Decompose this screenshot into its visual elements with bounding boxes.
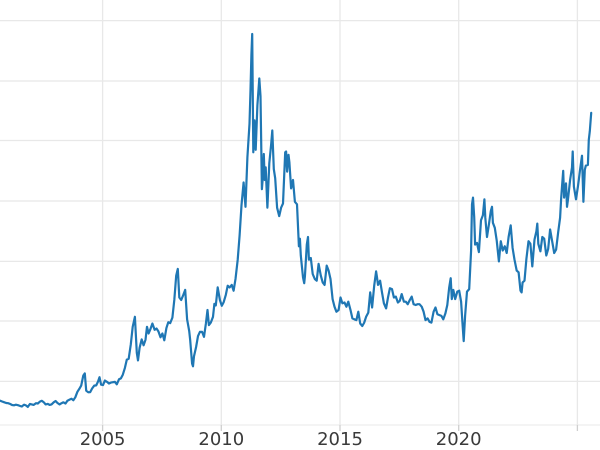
x-axis-tick-label: 2010	[198, 429, 244, 450]
x-axis-tick-label: 2005	[80, 429, 126, 450]
x-axis-tick-label: 2020	[436, 429, 482, 450]
x-axis-tick-marks	[101, 425, 579, 431]
horizontal-gridlines	[0, 19, 600, 383]
x-axis-tick-labels: 2005 2010 2015 2020	[80, 429, 482, 450]
x-axis-tick-label: 2015	[317, 429, 363, 450]
series-line	[0, 32, 593, 408]
vertical-gridlines	[101, 0, 579, 425]
